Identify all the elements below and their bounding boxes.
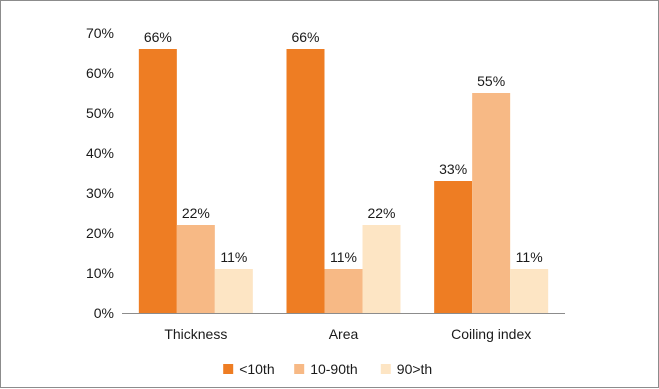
category-label: Coiling index [451,326,531,342]
legend-swatch [294,364,305,374]
category-labels: Thickness Area Coiling index [164,326,531,342]
legend: <10th 10-90th 90>th [223,361,432,377]
bar-2-2 [324,269,363,313]
data-label: 22% [182,205,210,221]
legend-label: 90>th [397,361,432,377]
bar-2-1 [176,225,215,313]
data-label: 55% [477,73,505,89]
bar-1-1 [138,49,177,313]
category-label: Area [329,326,359,342]
y-tick-label: 10% [86,265,114,281]
category-label: Thickness [164,326,227,342]
data-labels: 66% 22% 11% 66% 11% 22% 33% 55% 11% [144,29,543,265]
bar-1-2 [286,49,325,313]
bars [138,49,549,313]
data-label: 22% [367,205,395,221]
data-label: 33% [439,161,467,177]
bar-3-3 [510,269,549,313]
y-tick-label: 60% [86,65,114,81]
data-label: 66% [291,29,319,45]
y-axis-ticks: 0% 10% 20% 30% 40% 50% 60% 70% [86,25,114,321]
y-tick-label: 0% [94,305,114,321]
legend-label: <10th [239,361,274,377]
bar-2-3 [472,93,511,313]
data-label: 11% [330,249,357,265]
legend-swatch [380,364,391,374]
bar-3-2 [362,225,401,313]
bar-3-1 [214,269,253,313]
y-tick-label: 30% [86,185,114,201]
y-tick-label: 50% [86,105,114,121]
y-tick-label: 20% [86,225,114,241]
data-label: 11% [220,249,247,265]
bar-1-3 [434,181,473,313]
y-tick-label: 40% [86,145,114,161]
legend-swatch [223,364,234,374]
data-label: 66% [144,29,172,45]
data-label: 11% [516,249,543,265]
y-tick-label: 70% [86,25,114,41]
legend-label: 10-90th [310,361,357,377]
